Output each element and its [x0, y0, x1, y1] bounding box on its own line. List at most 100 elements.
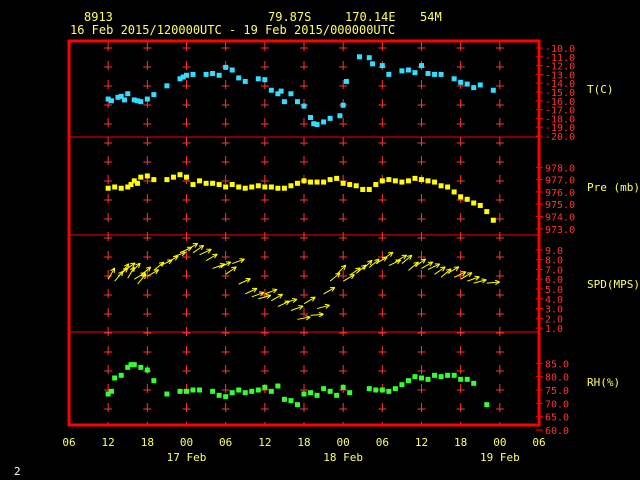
panel-label: T(C): [587, 83, 614, 96]
data-point: [419, 177, 424, 183]
data-point: [288, 91, 294, 97]
y-tick-label: -12.0: [545, 62, 575, 73]
data-point: [236, 184, 242, 190]
data-point: [125, 184, 131, 190]
data-point: [314, 392, 320, 398]
station-id: 8913: [84, 10, 113, 24]
wind-arrow-head: [265, 293, 271, 296]
wind-arrow-head: [148, 266, 152, 272]
data-point: [216, 72, 222, 78]
data-point: [451, 372, 457, 378]
day-label: 17 Feb: [167, 451, 207, 464]
data-point: [177, 76, 183, 82]
data-point: [190, 182, 196, 188]
data-point: [105, 185, 111, 191]
y-tick-label: -18.0: [545, 114, 575, 125]
data-point: [268, 388, 274, 394]
wind-arrow-shaft: [147, 269, 159, 277]
data-point: [105, 96, 111, 102]
wind-arrow: [336, 264, 347, 275]
grid-layer: [69, 42, 543, 431]
wind-arrow-head: [305, 316, 311, 321]
data-point: [438, 374, 444, 380]
data-point: [314, 122, 320, 128]
data-point: [223, 64, 229, 70]
wind-arrow-head: [118, 270, 124, 274]
data-point: [334, 392, 340, 398]
data-point: [399, 68, 405, 74]
data-point: [321, 386, 327, 392]
data-point: [164, 83, 170, 89]
wind-arrow-shaft: [186, 242, 199, 251]
station-lat: 79.87S: [268, 10, 311, 24]
data-point: [105, 391, 111, 397]
data-point: [294, 99, 300, 105]
wind-arrow: [447, 266, 460, 274]
wind-arrow-shaft: [290, 305, 304, 311]
data-point: [242, 78, 248, 84]
wind-arrow-head: [325, 304, 330, 309]
data-point: [190, 71, 196, 77]
wind-arrow-head: [390, 251, 394, 257]
x-tick-label: 00: [337, 436, 350, 449]
wind-arrow-head: [495, 281, 500, 285]
wind-arrow-shaft: [124, 262, 136, 271]
data-point: [288, 398, 294, 404]
data-point: [138, 174, 144, 180]
wind-arrow: [127, 266, 135, 279]
data-point: [412, 175, 418, 181]
wind-arrow: [166, 255, 179, 264]
data-point: [242, 185, 248, 191]
data-point: [471, 200, 477, 206]
x-tick-label: 00: [493, 436, 506, 449]
y-tick-label: 4.0: [545, 295, 563, 306]
data-point: [275, 185, 281, 191]
data-point: [197, 387, 203, 393]
y-tick-label: 65.0: [545, 413, 569, 424]
data-point: [458, 79, 464, 85]
wind-arrow: [486, 279, 500, 285]
data-point: [327, 115, 333, 121]
y-tick-label: 975.0: [545, 200, 575, 211]
data-point: [490, 87, 496, 93]
y-tick-label: 9.0: [545, 246, 563, 257]
data-point: [229, 390, 235, 396]
wind-arrow-shaft: [453, 271, 467, 278]
y-tick-label: -17.0: [545, 106, 575, 117]
wind-arrow-head: [318, 312, 324, 315]
wind-arrow-head: [110, 267, 115, 272]
y-tick-label: 2.0: [545, 314, 563, 325]
data-point: [164, 391, 170, 397]
wind-arrow-shaft: [134, 272, 146, 280]
y-tick-label: 974.0: [545, 213, 575, 224]
x-tick-label: 18: [454, 436, 467, 449]
wind-arrow: [238, 278, 251, 285]
data-point: [151, 177, 157, 183]
data-point: [356, 54, 362, 60]
data-point: [334, 175, 340, 181]
data-point: [170, 174, 176, 180]
data-point: [216, 182, 222, 188]
wind-arrow: [251, 291, 265, 298]
wind-arrow-head: [397, 259, 402, 265]
data-point: [151, 378, 157, 384]
wind-arrow: [329, 272, 341, 282]
y-tick-label: -14.0: [545, 79, 575, 90]
wind-arrow-shaft: [473, 279, 487, 284]
data-point: [118, 93, 124, 99]
data-point: [118, 372, 124, 378]
wind-arrow-shaft: [232, 258, 245, 265]
wind-arrow-head: [422, 258, 427, 264]
data-point: [425, 71, 431, 77]
y-tick-label: -16.0: [545, 97, 575, 108]
wind-arrow-head: [340, 264, 346, 268]
data-point: [327, 177, 333, 183]
wind-arrow: [408, 261, 419, 271]
data-point: [386, 388, 392, 394]
wind-arrow-head: [291, 297, 298, 300]
x-tick-label: 18: [141, 436, 154, 449]
wind-arrow: [245, 287, 258, 295]
day-label: 19 Feb: [480, 451, 520, 464]
wind-arrow-shaft: [107, 267, 116, 280]
